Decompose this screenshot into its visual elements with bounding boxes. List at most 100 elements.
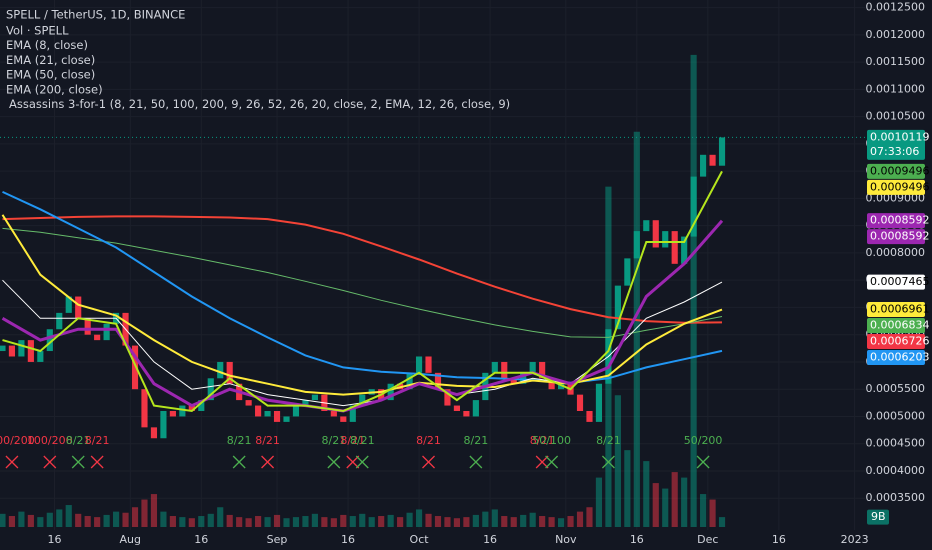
volume-bar [614, 395, 621, 527]
price-badge-label: 0.0009496 [870, 180, 930, 193]
signal-label: 8/21 [596, 434, 621, 447]
volume-bar [283, 518, 290, 527]
price-badge-label: 0.0006203 [870, 351, 930, 364]
volume-bar [150, 494, 158, 527]
candle-body [37, 351, 44, 362]
signal-marker [71, 455, 85, 469]
signal-label: 100/200 [0, 434, 35, 447]
volume-bar [643, 461, 650, 527]
candle-body [643, 220, 650, 232]
price-badge-label: 0.0007465 [870, 275, 930, 288]
volume-bar [349, 516, 356, 527]
volume-bar [75, 513, 82, 527]
signal-cross [5, 455, 19, 469]
y-tick-label: 0.0011500 [866, 55, 926, 68]
signal-label: 8/21 [416, 434, 441, 447]
volume-bar [539, 516, 546, 527]
volume-bar [690, 54, 697, 527]
legend-entry: EMA (50, close) [6, 68, 95, 82]
signal-cross [535, 455, 549, 469]
volume-bar [633, 131, 640, 527]
candle-body [340, 416, 347, 422]
candle-body [75, 296, 82, 319]
signal-marker [355, 455, 369, 469]
signal-marker [90, 455, 104, 469]
volume-bar [292, 517, 300, 527]
volume-bar [444, 517, 451, 527]
price-badge [867, 302, 925, 318]
volume-bar [463, 517, 470, 527]
candle-body [520, 372, 527, 384]
chart-title: SPELL / TetherUS, 1D, BINANCE [6, 8, 185, 22]
volume-bar [406, 512, 413, 527]
signal-marker [232, 455, 246, 469]
candle-body [614, 285, 621, 330]
candle-body [501, 361, 508, 379]
volume-bar [576, 511, 584, 527]
volume-bar [595, 477, 603, 527]
x-tick-label: 16 [194, 533, 208, 546]
price-badge [867, 129, 925, 160]
candle-body [255, 405, 262, 417]
time-axis [0, 530, 932, 550]
volume-bar [520, 514, 527, 527]
candle-body [681, 236, 688, 264]
price-badge-label: 0.0006961 [870, 303, 930, 316]
y-tick-label: 0.0005500 [866, 382, 926, 395]
price-badge [867, 179, 925, 195]
signal-marker [346, 455, 360, 469]
price-badge [867, 213, 925, 229]
plot-area: 100/200100/2008/218/218/218/218/218/218/… [0, 54, 865, 528]
signal-label: 8/21 [66, 434, 91, 447]
candle-body [245, 400, 252, 406]
volume-bar [624, 450, 631, 527]
volume-bar [434, 516, 442, 527]
volume-bar [548, 517, 555, 527]
price-badge-label: 0.0008592 [870, 214, 930, 227]
volume-bar [378, 516, 385, 527]
signal-label: 50/100 [532, 434, 571, 447]
signal-cross [346, 455, 360, 469]
candle-body [226, 361, 233, 384]
x-tick-label: 16 [772, 533, 786, 546]
signal-cross [601, 455, 615, 469]
candle-body [557, 383, 565, 390]
volume-bar [0, 513, 6, 527]
candle-body [131, 345, 139, 390]
signal-label: 100/200 [27, 434, 73, 447]
volume-bar [255, 516, 262, 527]
candle-body [662, 231, 669, 248]
legend-entry: Vol · SPELL [6, 24, 69, 38]
signal-cross [355, 455, 369, 469]
candle-body [207, 378, 214, 401]
price-badge [867, 334, 925, 350]
volume-bar [56, 509, 63, 527]
candle-body [671, 231, 678, 264]
candle-body [690, 176, 697, 237]
signal-cross [232, 455, 246, 469]
volume-bar [302, 516, 309, 527]
volume-bar [330, 518, 337, 527]
volume-bar [179, 517, 186, 527]
indicator-line [2, 215, 723, 324]
legend-entry: EMA (21, close) [6, 53, 95, 67]
signal-marker [601, 455, 615, 469]
signal-label: 8/21 [321, 434, 346, 447]
volume-bar [131, 507, 139, 527]
candle-body [283, 416, 290, 422]
volume-bar [567, 516, 574, 527]
candle-body [302, 400, 309, 406]
price-badge [867, 229, 925, 245]
volume-bar [46, 512, 53, 527]
volume-bar [482, 511, 489, 527]
volume-bar [397, 517, 404, 527]
candle-body [444, 389, 451, 406]
volume-bar [245, 518, 252, 527]
volume-bar [264, 517, 271, 527]
candle-body [491, 361, 498, 373]
signal-cross [261, 455, 275, 469]
price-badge [867, 350, 925, 366]
signal-label: 8/21 [227, 434, 252, 447]
volume-bar [709, 499, 716, 527]
